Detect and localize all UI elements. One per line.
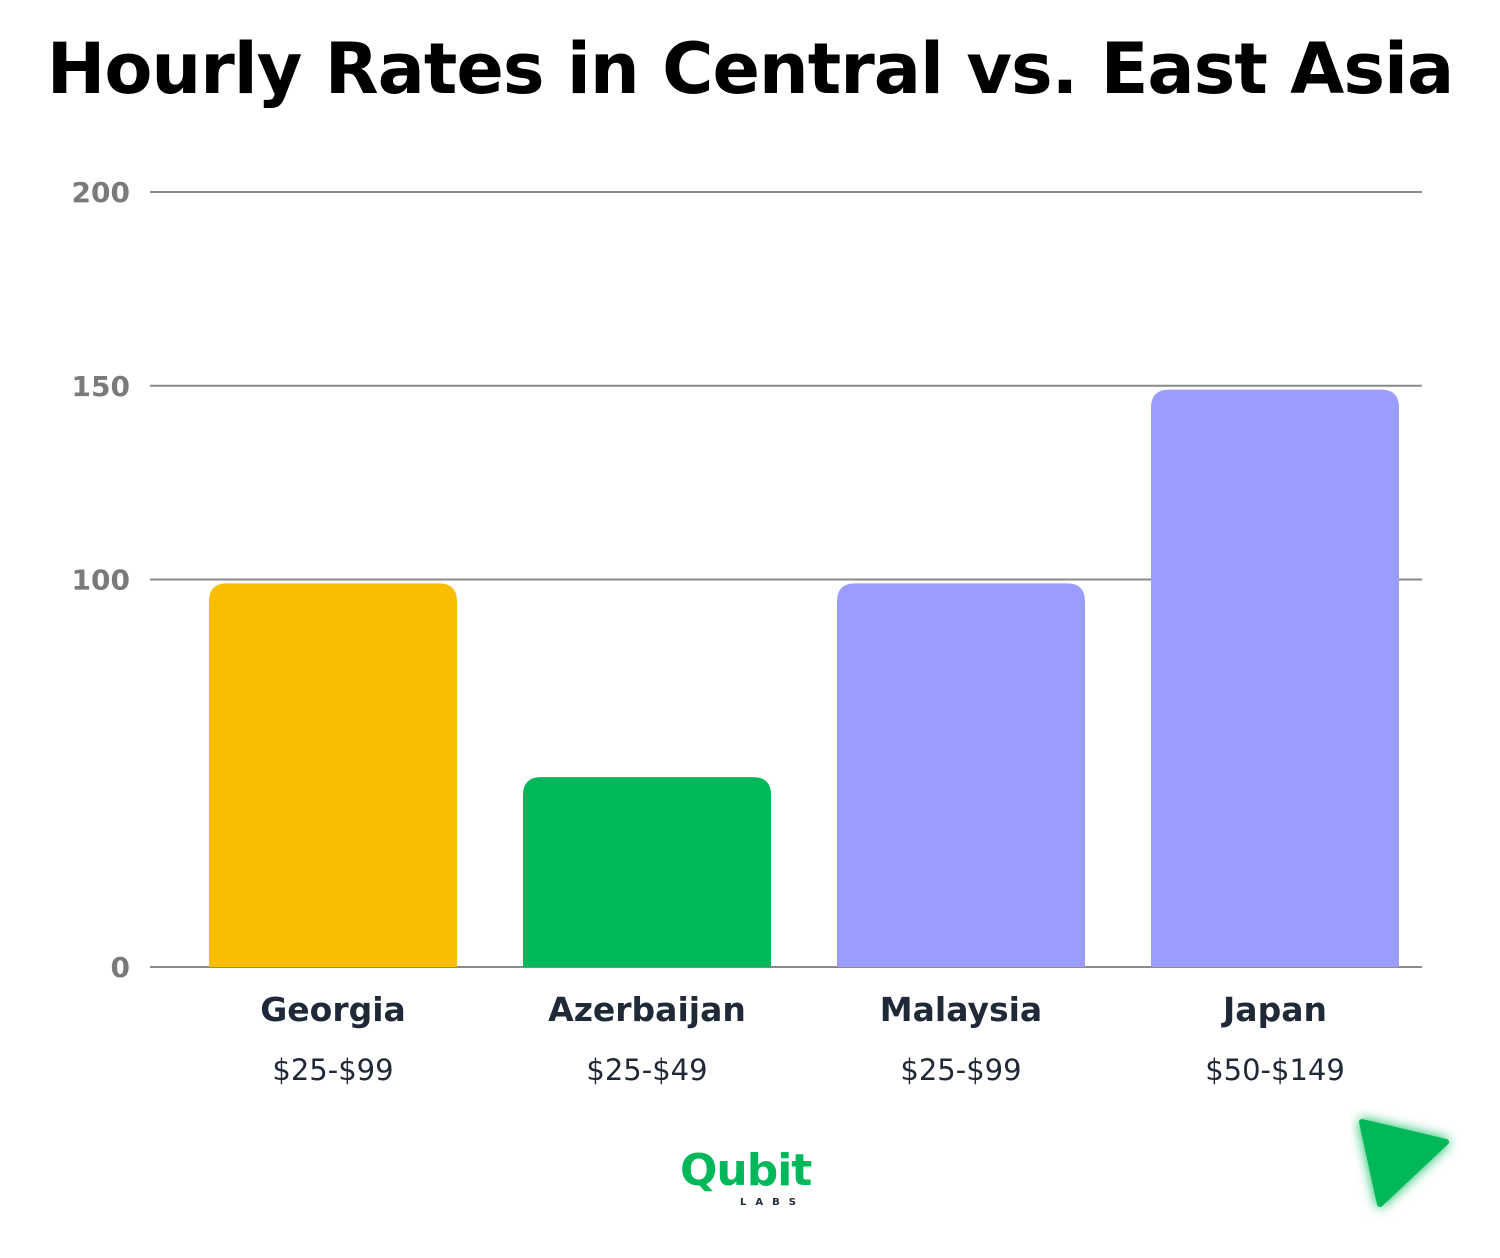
- bar-japan: [1151, 389, 1399, 967]
- bar-azerbaijan: [523, 777, 771, 967]
- bars: [209, 389, 1399, 967]
- bar-georgia: [209, 583, 457, 967]
- rate-range-label: $25-$99: [272, 1053, 393, 1087]
- category-label: Malaysia: [880, 990, 1042, 1029]
- qubit-labs-logo: Qubit LABS: [680, 1145, 830, 1215]
- logo-wordmark: Qubit: [680, 1145, 812, 1196]
- play-triangle-icon: [1359, 1119, 1449, 1207]
- category-label: Azerbaijan: [548, 990, 746, 1029]
- category-label: Japan: [1221, 990, 1327, 1029]
- y-tick-label: 150: [72, 370, 130, 403]
- bar-malaysia: [837, 583, 1085, 967]
- y-tick-label: 100: [72, 564, 130, 597]
- y-tick-label: 200: [72, 176, 130, 209]
- y-tick-label: 0: [111, 951, 130, 984]
- chart-title: Hourly Rates in Central vs. East Asia: [46, 28, 1454, 110]
- rate-range-label: $25-$99: [900, 1053, 1021, 1087]
- category-label: Georgia: [260, 990, 406, 1029]
- logo-subtitle: LABS: [740, 1197, 805, 1208]
- x-axis-labels: Georgia $25-$99 Azerbaijan $25-$49 Malaysia $…: [260, 990, 1345, 1087]
- rate-range-label: $50-$149: [1205, 1053, 1345, 1087]
- rate-range-label: $25-$49: [586, 1053, 707, 1087]
- y-axis-ticks: 0 100 150 200: [72, 176, 130, 984]
